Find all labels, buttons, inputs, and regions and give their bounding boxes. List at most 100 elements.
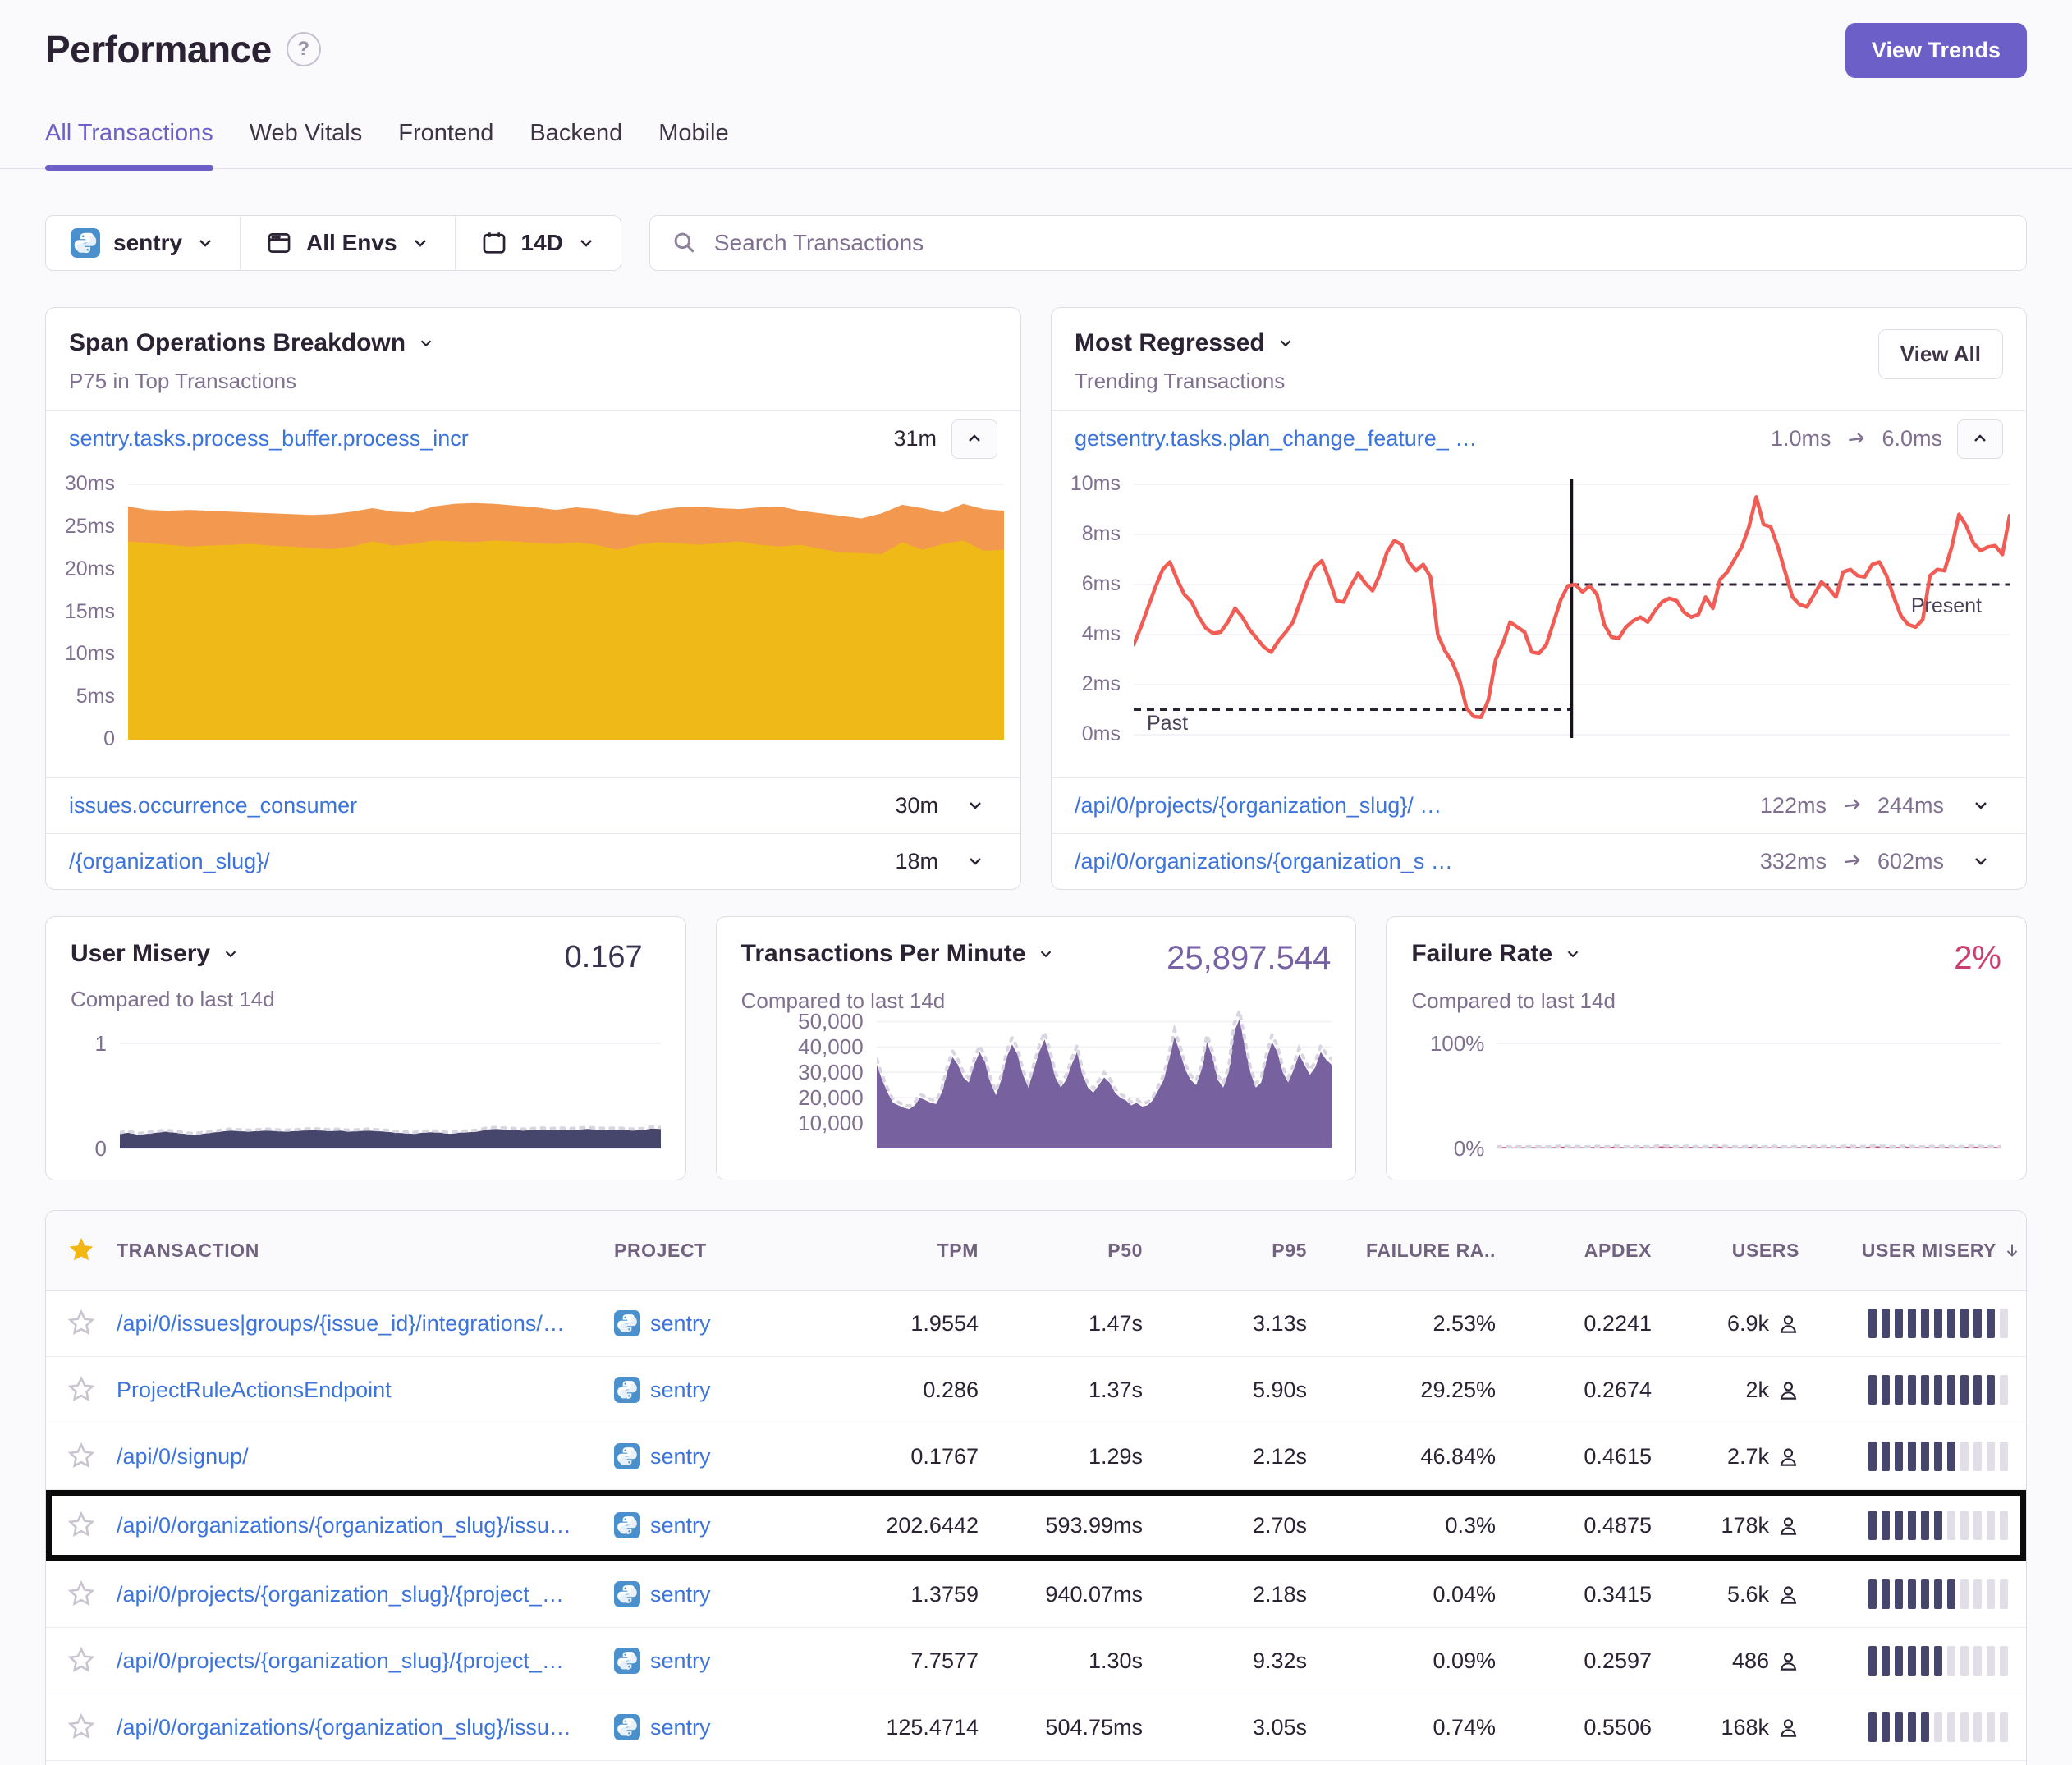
project-filter[interactable]: sentry [46, 216, 240, 270]
failure-rate-title[interactable]: Failure Rate [1411, 940, 1582, 968]
column-header-p95[interactable]: P95 [1148, 1240, 1312, 1262]
apdex-cell: 0.3415 [1501, 1582, 1657, 1607]
failure-rate-cell: 46.84% [1312, 1444, 1501, 1469]
expand-button[interactable] [1959, 795, 2003, 815]
column-header-project[interactable]: PROJECT [614, 1240, 844, 1262]
regressed-transaction-link[interactable]: /api/0/organizations/{organization_s … [1075, 849, 1453, 874]
python-project-icon [614, 1714, 640, 1740]
project-link[interactable]: sentry [650, 1582, 711, 1607]
tpm-card: Transactions Per Minute 25,897.544 Compa… [716, 916, 1357, 1180]
transaction-link[interactable]: /api/0/organizations/{organization_slug}… [117, 1715, 614, 1740]
transaction-link[interactable]: /api/0/issues|groups/{issue_id}/integrat… [117, 1311, 614, 1336]
failure-rate-cell: 0.74% [1312, 1715, 1501, 1740]
expand-button[interactable] [1959, 851, 2003, 871]
star-column-header[interactable] [46, 1236, 117, 1265]
most-regressed-subtitle: Trending Transactions [1075, 369, 1295, 394]
span-op-link[interactable]: sentry.tasks.process_buffer.process_incr [69, 426, 469, 452]
favorite-star-icon[interactable] [46, 1647, 117, 1675]
expand-button[interactable] [953, 851, 997, 871]
favorite-star-icon[interactable] [46, 1376, 117, 1404]
collapse-button[interactable] [1957, 419, 2003, 459]
view-trends-button[interactable]: View Trends [1845, 23, 2027, 78]
table-row[interactable]: /api/0/issues|groups/{issue_id}/integrat… [46, 1291, 2026, 1356]
python-project-icon [614, 1310, 640, 1336]
user-misery-bars [1804, 1375, 2026, 1405]
transaction-link[interactable]: /api/0/organizations/{organization_slug}… [117, 1513, 614, 1538]
failure-rate-card: Failure Rate 2% Compared to last 14d 100… [1386, 916, 2027, 1180]
tab-backend[interactable]: Backend [529, 120, 622, 168]
column-header-apdex[interactable]: APDEX [1501, 1240, 1657, 1262]
tpm-title[interactable]: Transactions Per Minute [741, 940, 1056, 968]
search-box[interactable] [649, 215, 2027, 271]
tab-all-transactions[interactable]: All Transactions [45, 120, 213, 168]
project-link[interactable]: sentry [650, 1715, 711, 1740]
span-op-duration: 31m [893, 426, 937, 452]
tpm-cell: 7.7577 [844, 1648, 983, 1674]
past-label: Past [1147, 712, 1188, 736]
tab-mobile[interactable]: Mobile [658, 120, 728, 168]
failure-rate-cell: 0.09% [1312, 1648, 1501, 1674]
tab-frontend[interactable]: Frontend [398, 120, 493, 168]
column-header-user-misery[interactable]: USER MISERY [1804, 1240, 2026, 1262]
chevron-down-icon [1277, 334, 1295, 352]
table-row[interactable]: /api/0/organizations/{organization_slug}… [46, 1489, 2026, 1561]
favorite-star-icon[interactable] [46, 1309, 117, 1337]
most-regressed-title[interactable]: Most Regressed [1075, 329, 1295, 357]
project-link[interactable]: sentry [650, 1378, 711, 1403]
table-row[interactable]: /api/0/organizations/{organization_slug}… [46, 1694, 2026, 1760]
users-cell: 2.7k [1657, 1444, 1804, 1469]
transaction-link[interactable]: /api/0/signup/ [117, 1444, 614, 1469]
favorite-star-icon[interactable] [46, 1442, 117, 1470]
column-header-p50[interactable]: P50 [983, 1240, 1148, 1262]
help-icon[interactable]: ? [287, 32, 321, 66]
project-link[interactable]: sentry [650, 1444, 711, 1469]
span-ops-subtitle: P75 in Top Transactions [69, 369, 435, 394]
p50-cell: 1.29s [983, 1444, 1148, 1469]
y-axis-labels: 100%0% [1411, 1037, 1497, 1160]
column-header-failure-ra-[interactable]: FAILURE RA.. [1312, 1240, 1501, 1262]
user-misery-title[interactable]: User Misery [71, 940, 240, 968]
p95-cell: 9.32s [1148, 1648, 1312, 1674]
table-row[interactable]: /api/0/projects/{organization_slug}/{pro… [46, 1561, 2026, 1627]
table-row[interactable] [46, 1760, 2026, 1765]
p95-cell: 2.12s [1148, 1444, 1312, 1469]
project-link[interactable]: sentry [650, 1648, 711, 1674]
column-header-users[interactable]: USERS [1657, 1240, 1804, 1262]
table-row[interactable]: /api/0/projects/{organization_slug}/{pro… [46, 1627, 2026, 1694]
transaction-link[interactable]: /api/0/projects/{organization_slug}/{pro… [117, 1582, 614, 1607]
collapse-button[interactable] [951, 419, 997, 459]
favorite-star-icon[interactable] [46, 1580, 117, 1608]
environment-filter[interactable]: All Envs [240, 216, 454, 270]
user-misery-bars [1804, 1761, 2026, 1765]
column-header-tpm[interactable]: TPM [844, 1240, 983, 1262]
users-cell: 168k [1657, 1715, 1804, 1740]
favorite-star-icon[interactable] [46, 1713, 117, 1741]
span-ops-title[interactable]: Span Operations Breakdown [69, 329, 435, 357]
column-header-transaction[interactable]: TRANSACTION [117, 1240, 614, 1262]
users-icon [1777, 1515, 1799, 1537]
tab-web-vitals[interactable]: Web Vitals [250, 120, 363, 168]
transaction-link[interactable]: ProjectRuleActionsEndpoint [117, 1378, 614, 1403]
transaction-link[interactable]: /api/0/projects/{organization_slug}/{pro… [117, 1648, 614, 1674]
date-range-filter[interactable]: 14D [455, 216, 621, 270]
favorite-star-icon[interactable] [46, 1511, 117, 1539]
failure-rate-cell: 2.53% [1312, 1311, 1501, 1336]
project-link[interactable]: sentry [650, 1311, 711, 1336]
span-op-row: /{organization_slug}/ 18m [46, 833, 1020, 889]
regressed-transaction-link[interactable]: getsentry.tasks.plan_change_feature_ … [1075, 426, 1477, 452]
regressed-transaction-link[interactable]: /api/0/projects/{organization_slug}/ … [1075, 793, 1442, 818]
expand-button[interactable] [953, 795, 997, 815]
regression-from: 332ms [1760, 849, 1827, 874]
span-op-link[interactable]: issues.occurrence_consumer [69, 793, 357, 818]
table-row[interactable]: /api/0/signup/sentry0.17671.29s2.12s46.8… [46, 1423, 2026, 1489]
users-cell: 486 [1657, 1648, 1804, 1674]
users-icon [1777, 1650, 1799, 1672]
project-link[interactable]: sentry [650, 1513, 711, 1538]
search-input[interactable] [713, 229, 2005, 257]
p50-cell: 1.47s [983, 1311, 1148, 1336]
span-op-link[interactable]: /{organization_slug}/ [69, 849, 270, 874]
tpm-cell: 125.4714 [844, 1715, 983, 1740]
chevron-down-icon [1564, 945, 1582, 963]
view-all-button[interactable]: View All [1878, 329, 2003, 379]
table-row[interactable]: ProjectRuleActionsEndpointsentry0.2861.3… [46, 1356, 2026, 1423]
